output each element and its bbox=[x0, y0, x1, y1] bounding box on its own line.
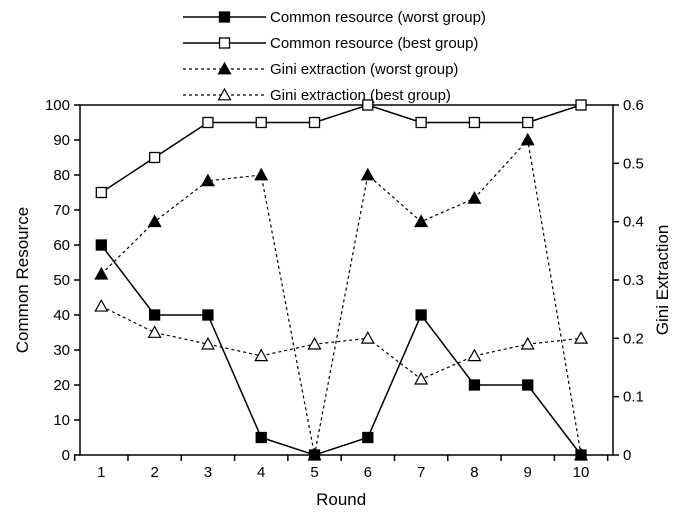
data-point bbox=[200, 336, 215, 350]
x-tick-label: 4 bbox=[257, 464, 265, 481]
series-3 bbox=[94, 132, 589, 461]
left-tick-label: 90 bbox=[53, 132, 70, 149]
legend-item: Gini extraction (best group) bbox=[183, 87, 451, 104]
legend-label: Gini extraction (worst group) bbox=[270, 61, 458, 78]
data-point bbox=[95, 186, 107, 199]
data-point bbox=[360, 331, 375, 344]
x-tick-label: 9 bbox=[524, 464, 532, 481]
left-tick-label: 70 bbox=[53, 202, 70, 219]
data-point bbox=[147, 214, 162, 228]
x-tick-label: 8 bbox=[470, 464, 478, 481]
series-line bbox=[100, 138, 582, 456]
right-axis-title: Gini Extraction bbox=[653, 225, 672, 336]
left-tick-label: 80 bbox=[53, 167, 70, 184]
data-point bbox=[522, 116, 534, 129]
data-point bbox=[520, 336, 535, 350]
series-line bbox=[101, 305, 582, 380]
x-tick-label: 1 bbox=[97, 464, 105, 481]
x-tick-label: 10 bbox=[573, 464, 590, 481]
data-point bbox=[307, 447, 322, 461]
data-point bbox=[254, 167, 269, 181]
legend-item: Common resource (best group) bbox=[183, 35, 478, 52]
data-point bbox=[467, 191, 482, 204]
data-point bbox=[575, 99, 587, 111]
data-point bbox=[362, 431, 374, 444]
series-1 bbox=[95, 239, 587, 461]
data-point bbox=[148, 151, 161, 164]
data-point bbox=[522, 379, 534, 391]
right-tick-label: 0.1 bbox=[623, 389, 644, 406]
right-tick-label: 0.3 bbox=[623, 272, 644, 289]
legend-marker bbox=[218, 37, 231, 49]
data-point bbox=[94, 266, 109, 280]
left-tick-label: 50 bbox=[53, 272, 70, 289]
left-tick-label: 30 bbox=[53, 342, 70, 359]
right-tick-label: 0.6 bbox=[623, 97, 644, 114]
left-tick-label: 100 bbox=[45, 97, 70, 114]
data-point bbox=[94, 299, 109, 312]
x-tick-label: 7 bbox=[417, 464, 425, 481]
data-point bbox=[574, 447, 589, 461]
right-tick-label: 0 bbox=[623, 447, 631, 464]
data-point bbox=[574, 331, 589, 344]
series-line bbox=[100, 104, 582, 194]
data-point bbox=[415, 309, 427, 321]
x-axis-title: Round bbox=[316, 490, 366, 509]
data-point bbox=[200, 173, 215, 187]
legend-label: Common resource (best group) bbox=[270, 35, 478, 52]
series-line bbox=[100, 244, 582, 456]
left-tick-label: 40 bbox=[53, 307, 70, 324]
legend-marker bbox=[217, 87, 232, 101]
legend-item: Common resource (worst group) bbox=[183, 9, 486, 26]
data-point bbox=[95, 239, 107, 251]
right-tick-label: 0.5 bbox=[623, 155, 644, 172]
x-axis: 1 2 3 4 5 6 7 8 9 10 bbox=[73, 455, 609, 481]
legend: Common resource (worst group) Common reso… bbox=[183, 9, 486, 104]
x-tick-label: 5 bbox=[310, 464, 318, 481]
left-tick-label: 0 bbox=[62, 447, 70, 464]
right-axis: 0 0.1 0.2 0.3 0.4 0.5 0.6 bbox=[613, 97, 644, 464]
legend-label: Gini extraction (best group) bbox=[270, 87, 451, 104]
data-point bbox=[362, 99, 374, 111]
data-point bbox=[467, 348, 482, 362]
data-point bbox=[147, 325, 162, 338]
data-point bbox=[414, 371, 429, 385]
data-point bbox=[255, 431, 267, 444]
x-tick-label: 6 bbox=[364, 464, 372, 481]
data-point bbox=[468, 379, 481, 391]
left-axis-title: Common Resource bbox=[13, 207, 32, 353]
left-axis: 0 10 20 30 40 50 60 70 80 90 100 bbox=[45, 97, 80, 464]
data-point bbox=[520, 132, 535, 146]
data-point bbox=[415, 116, 427, 129]
series-4 bbox=[94, 299, 589, 385]
data-point bbox=[254, 348, 269, 362]
data-point bbox=[308, 116, 321, 129]
legend-marker bbox=[217, 61, 232, 75]
data-point bbox=[360, 167, 375, 181]
x-tick-label: 2 bbox=[150, 464, 158, 481]
data-point bbox=[202, 116, 214, 129]
right-tick-label: 0.4 bbox=[623, 214, 644, 231]
data-point bbox=[255, 116, 267, 129]
data-point bbox=[414, 214, 429, 228]
left-tick-label: 20 bbox=[53, 377, 70, 394]
left-tick-label: 10 bbox=[53, 412, 70, 429]
legend-item: Gini extraction (worst group) bbox=[183, 61, 458, 78]
data-point bbox=[148, 309, 161, 321]
data-point bbox=[468, 116, 481, 129]
left-tick-label: 60 bbox=[53, 237, 70, 254]
legend-marker bbox=[218, 11, 231, 23]
data-point bbox=[307, 336, 322, 350]
legend-label: Common resource (worst group) bbox=[270, 9, 486, 26]
series-2 bbox=[95, 99, 587, 199]
data-point bbox=[202, 309, 214, 321]
series-layer bbox=[94, 99, 589, 461]
x-tick-label: 3 bbox=[204, 464, 212, 481]
right-tick-label: 0.2 bbox=[623, 330, 644, 347]
